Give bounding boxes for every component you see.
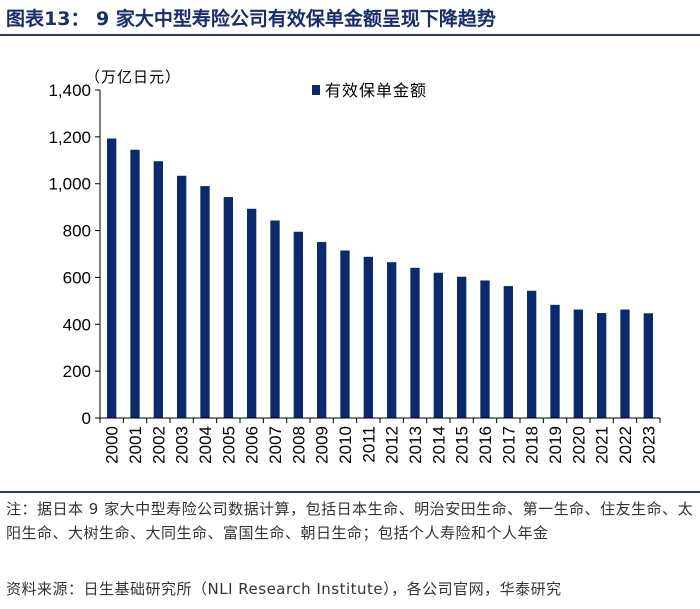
bar [387,262,397,418]
x-tick-label: 2023 [639,426,658,464]
bar [270,220,280,418]
y-ticks: 0 200 400 600 800 1,000 1,200 1,400 [48,81,100,428]
x-tick-label: 2011 [359,426,378,463]
x-tick-label: 2006 [243,426,262,464]
y-tick-label: 1,200 [48,128,91,147]
bar [643,313,653,418]
y-axis-unit-label: （万亿日元） [85,68,181,86]
y-tick-label: 1,400 [48,81,91,100]
x-tick-label: 2004 [196,426,215,464]
bar [620,309,630,418]
legend: 有效保单金额 [312,81,427,100]
x-tick-label: 2012 [383,426,402,464]
bar [363,256,373,418]
bar [200,186,210,418]
top-divider [0,34,700,36]
x-tick-label: 2001 [126,426,145,464]
bar [433,272,443,418]
x-tick-label: 2020 [569,426,588,464]
y-tick-label: 1,000 [48,175,91,194]
bar [550,304,560,418]
bar [247,208,257,418]
x-tick-label: 2018 [523,426,542,464]
x-tick-label: 2014 [429,426,448,464]
bars [107,138,653,419]
x-tick-label: 2000 [103,426,122,464]
footnote: 注：据日本 9 家大中型寿险公司数据计算，包括日本生命、明治安田生命、第一生命、… [6,500,694,542]
x-tick-label: 2009 [313,426,332,464]
y-tick-label: 800 [63,222,91,241]
x-ticks: 2000 2001 2002 2003 2004 2005 2006 2007 2008 2009… [99,418,661,464]
x-tick-label: 2019 [546,426,565,464]
bar [153,161,163,419]
x-tick-label: 2013 [406,426,425,464]
x-tick-label: 2016 [476,426,495,464]
x-tick-label: 2022 [616,426,635,464]
legend-swatch [312,85,320,95]
bar [107,138,117,419]
x-tick-label: 2007 [266,426,285,464]
x-tick-label: 2005 [219,426,238,464]
bar [223,197,233,418]
y-tick-label: 200 [63,362,91,381]
source-line: 资料来源：日生基础研究所（NLI Research Institute），各公司… [6,580,562,598]
bar [317,242,327,418]
x-tick-label: 2010 [336,426,355,464]
legend-label: 有效保单金额 [325,81,427,100]
bar [573,309,583,418]
bar [597,313,607,418]
bar [480,280,490,418]
bar-chart: （万亿日元） 0 200 400 600 800 1,000 1,200 1,400 2000… [48,68,661,464]
bar [503,286,513,418]
x-tick-label: 2003 [173,426,192,464]
x-tick-label: 2021 [593,426,612,464]
bar [130,149,140,418]
bar [527,290,537,418]
y-tick-label: 600 [63,268,91,287]
x-tick-label: 2015 [453,426,472,464]
x-tick-label: 2008 [289,426,308,464]
y-tick-label: 0 [82,409,91,428]
bar [410,267,420,418]
x-tick-label: 2002 [149,426,168,464]
figure-title: 图表13： 9 家大中型寿险公司有效保单金额呈现下降趋势 [6,8,496,30]
bottom-divider [0,491,700,493]
bar [293,231,303,418]
x-tick-label: 2017 [499,426,518,464]
bar [457,276,467,418]
bar [177,175,187,418]
y-tick-label: 400 [63,315,91,334]
bar [340,250,350,418]
